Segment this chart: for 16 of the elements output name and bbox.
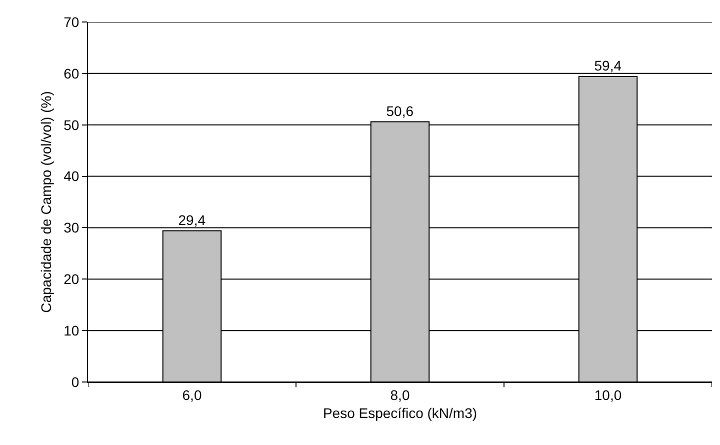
y-tick-label: 60: [64, 65, 80, 82]
y-tick-label: 30: [64, 220, 80, 236]
x-tick-label: 8,0: [390, 386, 410, 403]
x-tick-label: 6,0: [182, 386, 202, 403]
y-axis-title: Capacidade de Campo (vol/vol) (%): [38, 91, 54, 313]
data-label: 59,4: [594, 58, 622, 74]
y-tick-label: 50: [64, 116, 80, 133]
y-tick-label: 20: [64, 271, 80, 288]
data-label: 29,4: [178, 212, 206, 228]
y-tick-label: 0: [71, 374, 80, 390]
y-tick-label: 10: [64, 322, 80, 338]
y-tick-label: 40: [64, 168, 80, 184]
y-tick-label: 70: [64, 14, 80, 30]
data-label: 50,6: [386, 102, 414, 119]
x-tick-label: 10,0: [594, 386, 622, 403]
x-axis-title: Peso Específico (kN/m3): [322, 405, 478, 422]
